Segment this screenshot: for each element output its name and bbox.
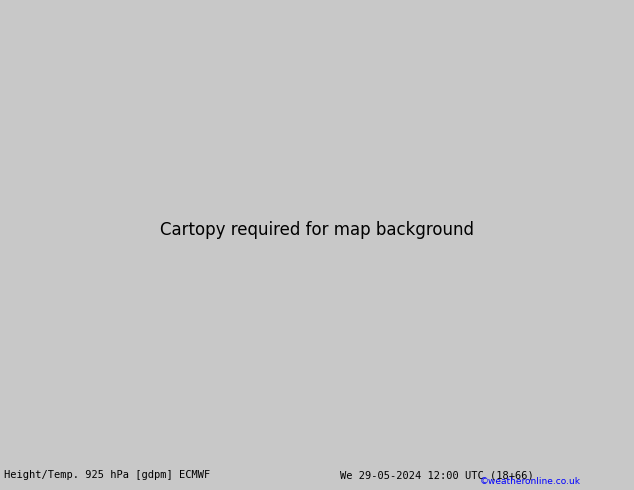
Text: ©weatheronline.co.uk: ©weatheronline.co.uk: [480, 477, 581, 486]
Text: Cartopy required for map background: Cartopy required for map background: [160, 221, 474, 239]
Text: We 29-05-2024 12:00 UTC (18+66): We 29-05-2024 12:00 UTC (18+66): [340, 470, 534, 480]
Text: Height/Temp. 925 hPa [gdpm] ECMWF: Height/Temp. 925 hPa [gdpm] ECMWF: [4, 470, 210, 480]
